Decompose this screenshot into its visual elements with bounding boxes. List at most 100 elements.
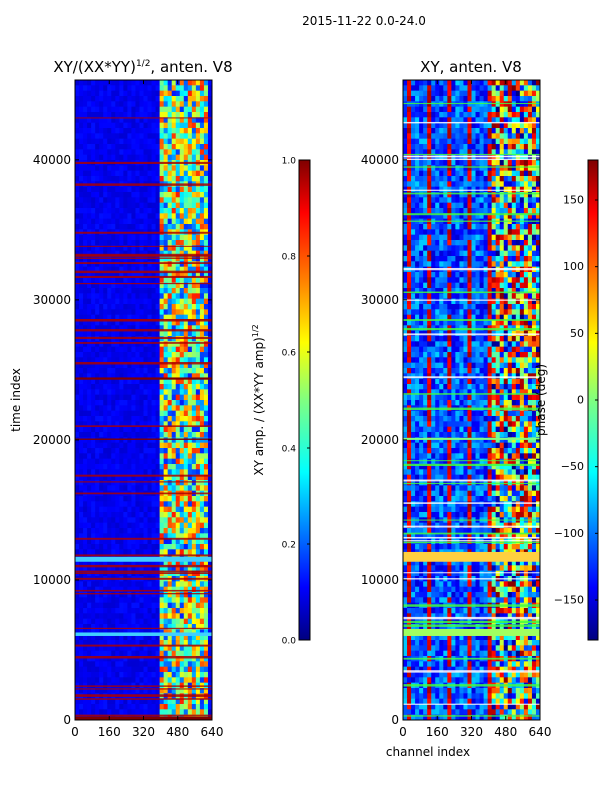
heatmap-cell (476, 123, 481, 129)
heatmap-cell (144, 597, 149, 603)
heatmap-cell (152, 437, 157, 443)
heatmap-cell (79, 603, 84, 609)
heatmap-cell (111, 427, 116, 433)
heatmap-cell (75, 704, 80, 710)
heatmap-cell (164, 256, 169, 262)
heatmap-cell (415, 96, 420, 102)
heatmap-cell (131, 405, 136, 411)
heatmap-cell (127, 352, 132, 358)
heatmap-cell (188, 549, 193, 555)
heatmap-cell (176, 480, 181, 486)
heatmap-cell (103, 485, 108, 491)
heatmap-cell (139, 523, 144, 529)
heatmap-cell (180, 107, 185, 113)
heatmap-cell (467, 85, 472, 91)
heatmap-cell (172, 597, 177, 603)
heatmap-cell (135, 224, 140, 230)
heatmap-cell (79, 208, 84, 214)
heatmap-cell (115, 368, 120, 374)
heatmap-cell (196, 213, 201, 219)
heatmap-cell (79, 149, 84, 155)
heatmap-cell (184, 165, 189, 171)
heatmap-cell (91, 256, 96, 262)
heatmap-cell (180, 149, 185, 155)
heatmap-cell (176, 672, 181, 678)
heatmap-cell (83, 677, 88, 683)
heatmap-cell (99, 603, 104, 609)
heatmap-cell (135, 192, 140, 198)
heatmap-cell (119, 485, 124, 491)
heatmap-cell (119, 309, 124, 315)
heatmap-cell (95, 101, 100, 107)
heatmap-cell (164, 651, 169, 657)
heatmap-cell (168, 448, 173, 454)
heatmap-cell (95, 400, 100, 406)
heatmap-cell (160, 400, 165, 406)
heatmap-cell (180, 224, 185, 230)
heatmap-cell (516, 80, 521, 86)
heatmap-cell (152, 501, 157, 507)
heatmap-cell (127, 549, 132, 555)
heatmap-cell (196, 400, 201, 406)
heatmap-cell (139, 677, 144, 683)
heatmap-cell (184, 176, 189, 182)
heatmap-cell (135, 91, 140, 97)
heatmap-cell (152, 219, 157, 225)
heatmap-cell (75, 672, 80, 678)
heatmap-cell (172, 437, 177, 443)
heatmap-cell (164, 352, 169, 358)
heatmap-cell (131, 709, 136, 715)
heatmap-cell (427, 176, 432, 182)
heatmap-cell (135, 528, 140, 534)
heatmap-cell (156, 277, 161, 283)
heatmap-cell (79, 443, 84, 449)
heatmap-cell (119, 235, 124, 241)
heatmap-cell (115, 544, 120, 550)
heatmap-cell (196, 144, 201, 150)
heatmap-cell (200, 293, 205, 299)
heatmap-cell (115, 624, 120, 630)
heatmap-cell (87, 523, 92, 529)
heatmap-cell (172, 101, 177, 107)
heatmap-cell (144, 299, 149, 305)
heatmap-cell (512, 187, 517, 193)
heatmap-cell (200, 496, 205, 502)
heatmap-cell (119, 448, 124, 454)
heatmap-cell (403, 187, 408, 193)
heatmap-cell (79, 437, 84, 443)
heatmap-cell (91, 219, 96, 225)
heatmap-cell (160, 395, 165, 401)
heatmap-cell (87, 368, 92, 374)
heatmap-cell (79, 144, 84, 150)
heatmap-cell (119, 91, 124, 97)
heatmap-cell (119, 624, 124, 630)
heatmap-cell (192, 464, 197, 470)
heatmap-cell (180, 592, 185, 598)
heatmap-cell (91, 309, 96, 315)
heatmap-cell (476, 107, 481, 113)
heatmap-cell (480, 165, 485, 171)
heatmap-cell (172, 661, 177, 667)
heatmap-cell (172, 368, 177, 374)
heatmap-cell (451, 187, 456, 193)
heatmap-cell (160, 496, 165, 502)
heatmap-cell (83, 528, 88, 534)
heatmap-cell (156, 256, 161, 262)
heatmap-cell (75, 427, 80, 433)
heatmap-cell (139, 549, 144, 555)
heatmap-cell (139, 613, 144, 619)
heatmap-cell (431, 203, 436, 209)
heatmap-cell (123, 507, 128, 513)
heatmap-cell (144, 219, 149, 225)
heatmap-cell (156, 651, 161, 657)
heatmap-cell (528, 96, 533, 102)
heatmap-cell (184, 405, 189, 411)
heatmap-cell (443, 112, 448, 118)
heatmap-cell (107, 347, 112, 353)
heatmap-cell (156, 549, 161, 555)
heatmap-cell (204, 528, 209, 534)
heatmap-cell (172, 208, 177, 214)
heatmap-cell (180, 96, 185, 102)
heatmap-cell (524, 85, 529, 91)
heatmap-stripe (75, 571, 212, 573)
